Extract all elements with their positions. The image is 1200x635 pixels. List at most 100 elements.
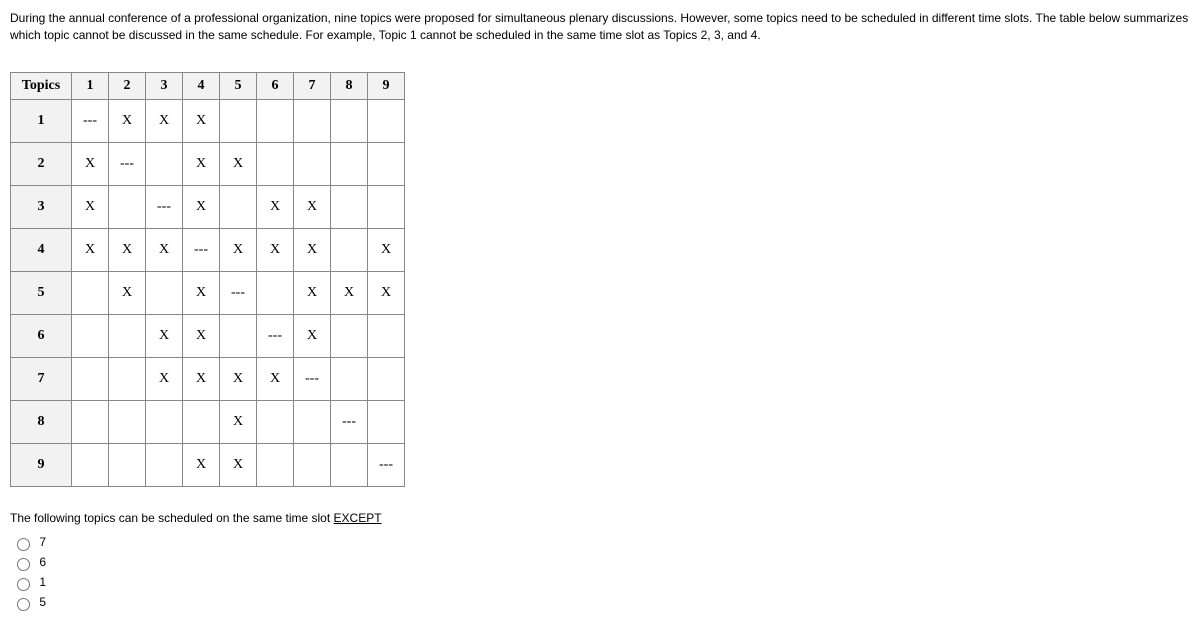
conflict-table: Topics 1 2 3 4 5 6 7 8 9 1---XXX2X---XX3… <box>10 72 405 487</box>
table-cell: X <box>109 228 146 271</box>
table-cell: X <box>183 443 220 486</box>
option-label: 5 <box>39 595 46 609</box>
table-cell <box>109 400 146 443</box>
option-label: 6 <box>39 555 46 569</box>
table-cell: --- <box>146 185 183 228</box>
table-cell <box>257 443 294 486</box>
table-cell <box>331 443 368 486</box>
table-cell: X <box>183 99 220 142</box>
col-header: 2 <box>109 72 146 99</box>
table-cell: --- <box>257 314 294 357</box>
option-radio[interactable] <box>17 538 30 551</box>
table-cell <box>220 314 257 357</box>
table-cell <box>294 400 331 443</box>
table-cell <box>257 271 294 314</box>
row-header: 3 <box>11 185 72 228</box>
table-cell <box>146 142 183 185</box>
table-cell: X <box>109 99 146 142</box>
row-header: 4 <box>11 228 72 271</box>
table-cell <box>331 228 368 271</box>
question-stem: The following topics can be scheduled on… <box>10 511 1190 525</box>
row-header: 7 <box>11 357 72 400</box>
table-cell: --- <box>331 400 368 443</box>
table-cell: --- <box>109 142 146 185</box>
table-cell <box>331 99 368 142</box>
option[interactable]: 7 <box>12 535 1190 551</box>
table-cell: X <box>109 271 146 314</box>
table-cell <box>331 357 368 400</box>
table-cell <box>368 185 405 228</box>
table-cell <box>257 99 294 142</box>
table-cell <box>257 142 294 185</box>
table-cell: --- <box>220 271 257 314</box>
intro-text: During the annual conference of a profes… <box>10 10 1190 44</box>
row-header: 5 <box>11 271 72 314</box>
row-header: 9 <box>11 443 72 486</box>
col-header: 6 <box>257 72 294 99</box>
options-group: 7 6 1 5 <box>10 535 1190 611</box>
col-header: 3 <box>146 72 183 99</box>
table-cell <box>146 443 183 486</box>
table-cell <box>72 271 109 314</box>
table-cell: --- <box>294 357 331 400</box>
question-text: The following topics can be scheduled on… <box>10 511 334 525</box>
option[interactable]: 6 <box>12 555 1190 571</box>
table-cell: X <box>220 142 257 185</box>
table-cell <box>368 142 405 185</box>
table-cell <box>109 357 146 400</box>
table-cell <box>294 443 331 486</box>
row-header: 1 <box>11 99 72 142</box>
col-header: 8 <box>331 72 368 99</box>
table-cell: X <box>183 185 220 228</box>
option[interactable]: 5 <box>12 595 1190 611</box>
table-cell: X <box>146 357 183 400</box>
table-cell: X <box>294 185 331 228</box>
table-cell: --- <box>368 443 405 486</box>
table-cell <box>146 271 183 314</box>
table-corner: Topics <box>11 72 72 99</box>
table-cell: X <box>257 185 294 228</box>
table-cell: X <box>146 99 183 142</box>
table-cell <box>183 400 220 443</box>
table-cell <box>294 99 331 142</box>
option-radio[interactable] <box>17 578 30 591</box>
table-cell: --- <box>72 99 109 142</box>
table-cell <box>368 314 405 357</box>
table-cell: X <box>146 314 183 357</box>
option-radio[interactable] <box>17 558 30 571</box>
table-cell <box>72 314 109 357</box>
table-cell: --- <box>183 228 220 271</box>
col-header: 9 <box>368 72 405 99</box>
option-radio[interactable] <box>17 598 30 611</box>
table-cell <box>72 400 109 443</box>
col-header: 5 <box>220 72 257 99</box>
table-cell: X <box>220 400 257 443</box>
table-cell <box>368 400 405 443</box>
table-cell: X <box>183 142 220 185</box>
table-cell: X <box>294 228 331 271</box>
table-cell <box>257 400 294 443</box>
table-cell: X <box>183 357 220 400</box>
table-cell <box>294 142 331 185</box>
row-header: 8 <box>11 400 72 443</box>
table-cell <box>72 357 109 400</box>
table-cell: X <box>368 228 405 271</box>
table-cell: X <box>183 271 220 314</box>
col-header: 1 <box>72 72 109 99</box>
table-cell: X <box>220 443 257 486</box>
table-cell <box>146 400 183 443</box>
col-header: 4 <box>183 72 220 99</box>
table-cell: X <box>257 357 294 400</box>
table-cell <box>220 99 257 142</box>
row-header: 6 <box>11 314 72 357</box>
option-label: 7 <box>39 535 46 549</box>
table-cell <box>331 142 368 185</box>
table-cell: X <box>183 314 220 357</box>
table-cell: X <box>257 228 294 271</box>
table-cell <box>109 185 146 228</box>
table-cell: X <box>294 271 331 314</box>
table-cell: X <box>331 271 368 314</box>
table-cell: X <box>294 314 331 357</box>
col-header: 7 <box>294 72 331 99</box>
question-except: EXCEPT <box>334 511 382 525</box>
